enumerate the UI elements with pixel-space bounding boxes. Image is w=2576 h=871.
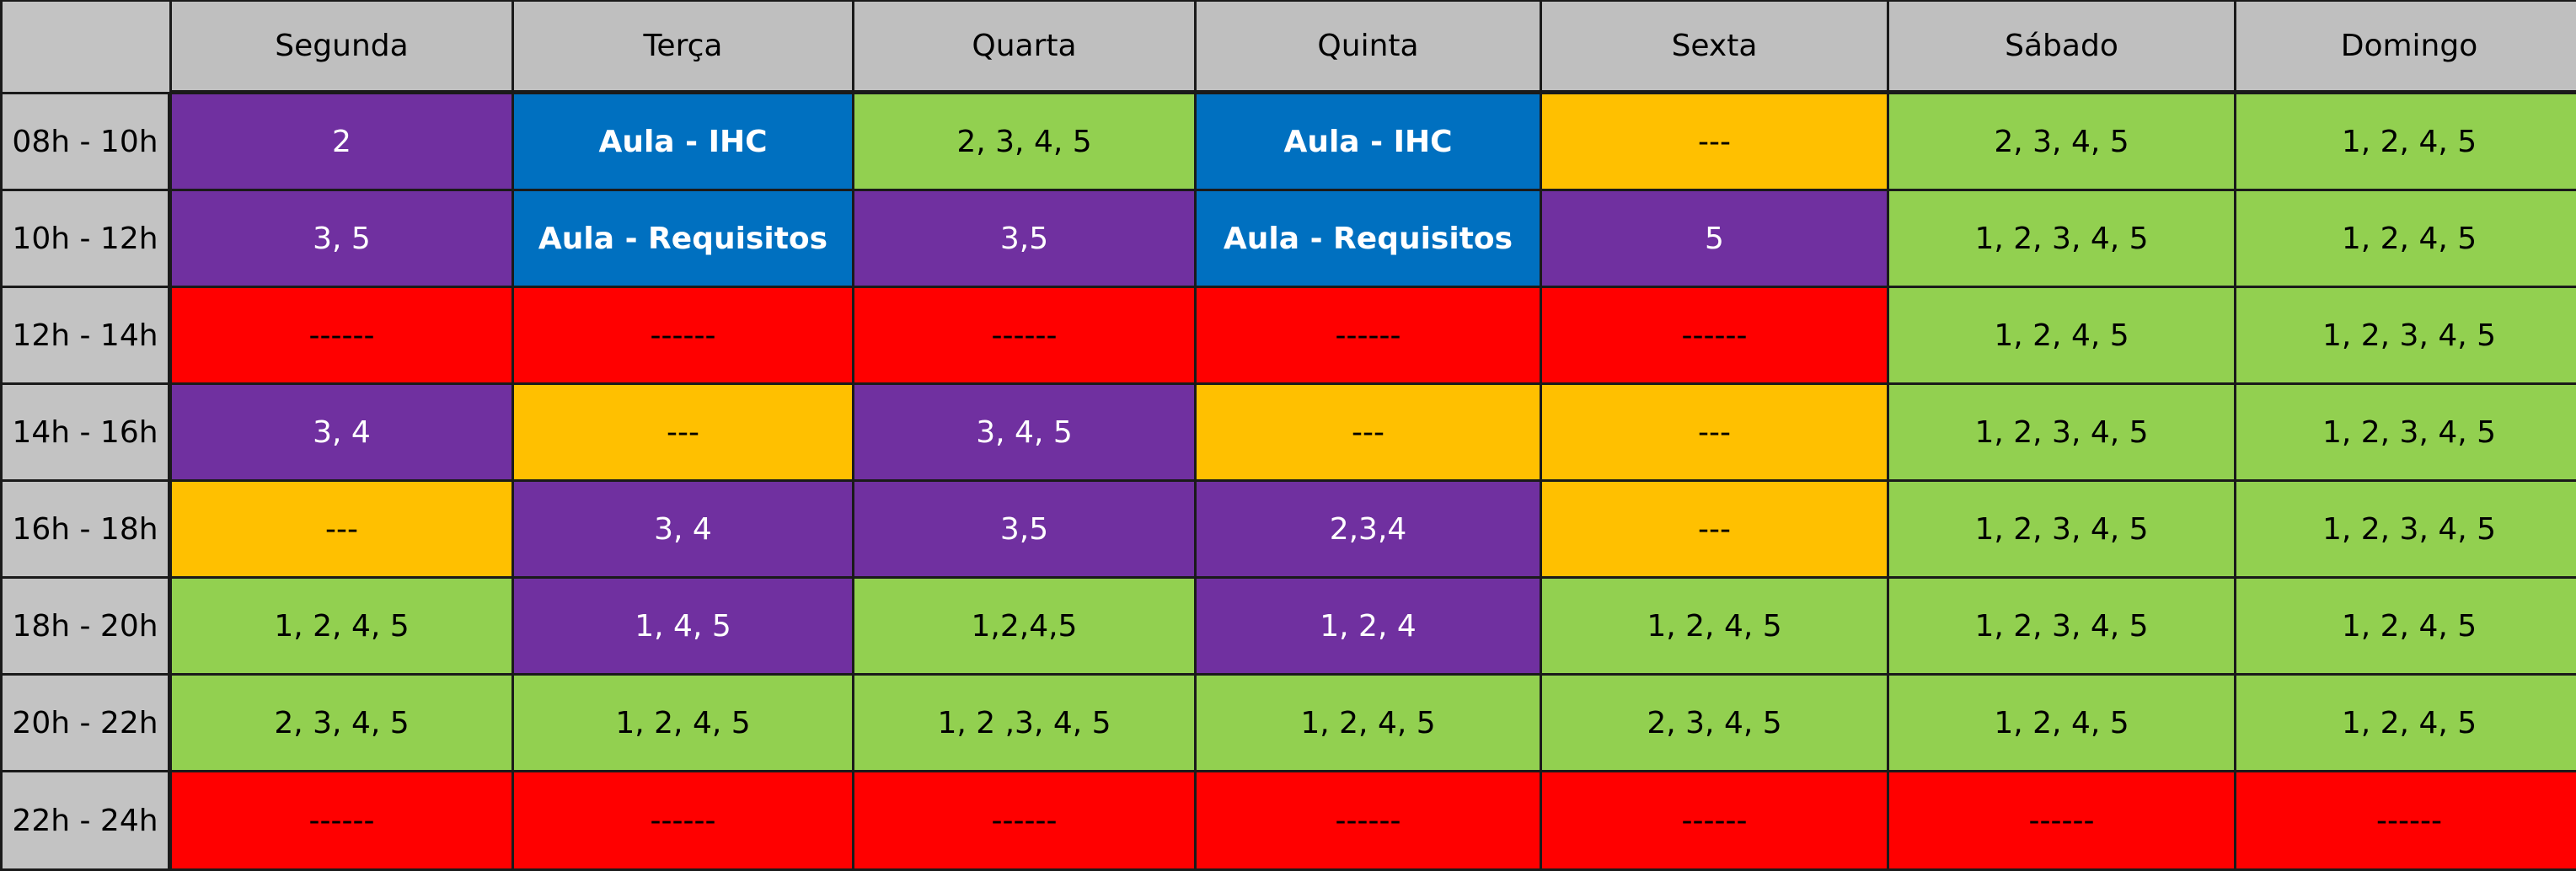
schedule-cell: 3, 5 — [172, 191, 514, 288]
time-slot-label: 20h - 22h — [0, 676, 172, 772]
schedule-cell: 1, 2, 4, 5 — [2236, 191, 2576, 288]
schedule-cell: ------ — [854, 288, 1197, 385]
schedule-cell: 1, 2, 4, 5 — [2236, 579, 2576, 676]
time-slot-label: 16h - 18h — [0, 482, 172, 579]
schedule-cell: 1, 2, 3, 4, 5 — [2236, 385, 2576, 482]
schedule-cell: ------ — [514, 288, 854, 385]
schedule-cell: 1, 2, 3, 4, 5 — [1889, 191, 2236, 288]
schedule-cell: 3, 4 — [172, 385, 514, 482]
day-header-quarta: Quarta — [854, 0, 1197, 94]
schedule-cell: Aula - IHC — [1197, 94, 1542, 191]
schedule-cell: --- — [1197, 385, 1542, 482]
schedule-cell: 1, 2, 4, 5 — [1542, 579, 1889, 676]
time-slot-label: 18h - 20h — [0, 579, 172, 676]
schedule-cell: ------ — [1889, 772, 2236, 871]
schedule-cell: 1, 2, 3, 4, 5 — [1889, 482, 2236, 579]
schedule-cell: 1, 2, 4, 5 — [1889, 288, 2236, 385]
time-slot-label: 14h - 16h — [0, 385, 172, 482]
schedule-cell: 1, 2, 4 — [1197, 579, 1542, 676]
time-slot-label: 10h - 12h — [0, 191, 172, 288]
schedule-cell: ------ — [514, 772, 854, 871]
schedule-cell: 1, 2, 4, 5 — [1889, 676, 2236, 772]
schedule-cell: 2,3,4 — [1197, 482, 1542, 579]
schedule-cell: --- — [1542, 482, 1889, 579]
time-slot-label: 12h - 14h — [0, 288, 172, 385]
schedule-cell: 1, 2, 4, 5 — [2236, 94, 2576, 191]
schedule-cell: --- — [1542, 94, 1889, 191]
day-header-sexta: Sexta — [1542, 0, 1889, 94]
schedule-cell: ------ — [1542, 288, 1889, 385]
schedule-cell: Aula - Requisitos — [1197, 191, 1542, 288]
schedule-cell: ------ — [1542, 772, 1889, 871]
schedule-cell: ------ — [172, 288, 514, 385]
schedule-cell: 2, 3, 4, 5 — [172, 676, 514, 772]
schedule-cell: 1,2,4,5 — [854, 579, 1197, 676]
schedule-cell: Aula - Requisitos — [514, 191, 854, 288]
schedule-cell: 3,5 — [854, 191, 1197, 288]
schedule-cell: ------ — [1197, 288, 1542, 385]
schedule-cell: 1, 2, 3, 4, 5 — [1889, 385, 2236, 482]
schedule-cell: 1, 4, 5 — [514, 579, 854, 676]
schedule-cell: 2 — [172, 94, 514, 191]
day-header-domingo: Domingo — [2236, 0, 2576, 94]
day-header-segunda: Segunda — [172, 0, 514, 94]
schedule-cell: --- — [172, 482, 514, 579]
schedule-cell: ------ — [2236, 772, 2576, 871]
schedule-cell: Aula - IHC — [514, 94, 854, 191]
schedule-cell: 2, 3, 4, 5 — [1542, 676, 1889, 772]
schedule-cell: ------ — [854, 772, 1197, 871]
schedule-cell: 1, 2, 4, 5 — [514, 676, 854, 772]
schedule-cell: 1, 2, 3, 4, 5 — [2236, 288, 2576, 385]
schedule-cell: ------ — [172, 772, 514, 871]
schedule-cell: 2, 3, 4, 5 — [854, 94, 1197, 191]
schedule-cell: 1, 2, 3, 4, 5 — [2236, 482, 2576, 579]
time-slot-label: 22h - 24h — [0, 772, 172, 871]
schedule-cell: 1, 2, 4, 5 — [1197, 676, 1542, 772]
day-header-terca: Terça — [514, 0, 854, 94]
schedule-cell: 3, 4, 5 — [854, 385, 1197, 482]
schedule-cell: 1, 2, 4, 5 — [2236, 676, 2576, 772]
schedule-cell: --- — [1542, 385, 1889, 482]
corner-cell — [0, 0, 172, 94]
schedule-cell: 5 — [1542, 191, 1889, 288]
schedule-cell: ------ — [1197, 772, 1542, 871]
time-slot-label: 08h - 10h — [0, 94, 172, 191]
schedule-cell: 3,5 — [854, 482, 1197, 579]
schedule-cell: --- — [514, 385, 854, 482]
schedule-cell: 1, 2 ,3, 4, 5 — [854, 676, 1197, 772]
schedule-cell: 3, 4 — [514, 482, 854, 579]
schedule-cell: 2, 3, 4, 5 — [1889, 94, 2236, 191]
day-header-sabado: Sábado — [1889, 0, 2236, 94]
day-header-quinta: Quinta — [1197, 0, 1542, 94]
schedule-cell: 1, 2, 4, 5 — [172, 579, 514, 676]
schedule-cell: 1, 2, 3, 4, 5 — [1889, 579, 2236, 676]
